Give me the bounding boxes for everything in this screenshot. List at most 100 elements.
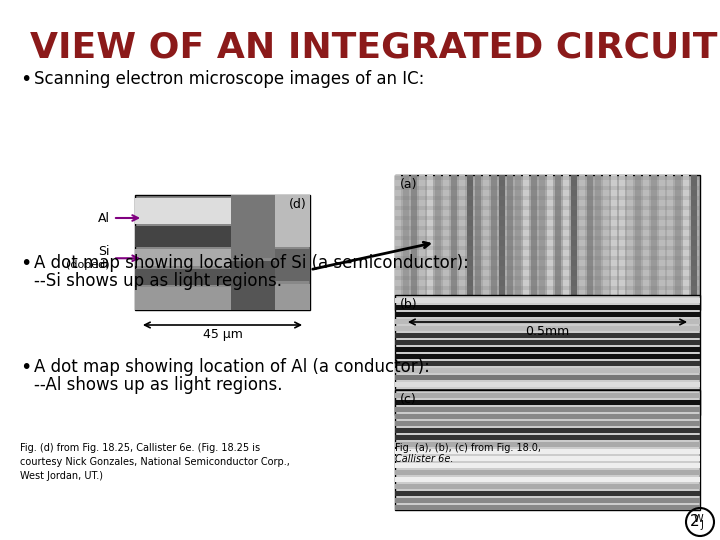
Bar	[395, 414, 700, 419]
Text: J: J	[701, 520, 703, 530]
Bar	[443, 175, 449, 310]
Bar	[395, 449, 700, 454]
Bar	[135, 195, 310, 310]
Bar	[659, 175, 665, 310]
Bar	[395, 498, 700, 503]
Text: 45 μm: 45 μm	[202, 328, 243, 341]
Bar	[395, 361, 700, 366]
Text: (a): (a)	[400, 178, 418, 191]
Bar	[395, 333, 700, 338]
Bar	[395, 354, 700, 359]
Bar	[395, 186, 700, 190]
Bar	[395, 435, 700, 440]
Bar	[451, 175, 457, 310]
Text: •: •	[20, 358, 32, 377]
Bar	[395, 246, 700, 250]
Bar	[395, 389, 700, 394]
Bar	[395, 340, 700, 345]
Bar	[275, 195, 310, 247]
Bar	[515, 175, 521, 310]
Text: VIEW OF AN INTEGRATED CIRCUIT: VIEW OF AN INTEGRATED CIRCUIT	[30, 30, 718, 64]
Text: Si: Si	[99, 245, 110, 258]
Bar	[135, 249, 231, 266]
Bar	[395, 491, 700, 496]
Text: --Al shows up as light regions.: --Al shows up as light regions.	[34, 376, 282, 394]
Bar	[395, 396, 700, 401]
Bar	[395, 505, 700, 510]
Bar	[231, 261, 275, 310]
Bar	[395, 484, 700, 489]
Bar	[395, 463, 700, 468]
Bar	[395, 347, 700, 352]
Bar	[643, 175, 649, 310]
Bar	[627, 175, 633, 310]
Bar	[667, 175, 673, 310]
Bar	[395, 216, 700, 220]
Bar	[395, 276, 700, 280]
Bar	[483, 175, 489, 310]
Bar	[395, 256, 700, 260]
Bar	[395, 382, 700, 387]
Bar	[395, 407, 700, 412]
Bar	[547, 175, 553, 310]
Bar	[395, 400, 700, 405]
Bar	[499, 175, 505, 310]
Bar	[395, 295, 700, 415]
Bar	[507, 175, 513, 310]
Bar	[491, 175, 497, 310]
Bar	[395, 298, 700, 303]
Bar	[395, 368, 700, 373]
Text: (d): (d)	[289, 198, 307, 211]
Bar	[135, 268, 231, 285]
Bar	[135, 226, 231, 247]
Bar	[395, 393, 700, 398]
Bar	[459, 175, 465, 310]
Bar	[619, 175, 625, 310]
Bar	[395, 421, 700, 426]
Bar	[395, 306, 700, 310]
Bar	[275, 284, 310, 310]
Text: (doped): (doped)	[66, 260, 110, 270]
Text: Fig. (a), (b), (c) from Fig. 18.0,: Fig. (a), (b), (c) from Fig. 18.0,	[395, 443, 541, 453]
Bar	[571, 175, 577, 310]
Bar	[403, 175, 409, 310]
Bar	[395, 428, 700, 433]
Bar	[395, 470, 700, 475]
Bar	[395, 206, 700, 210]
Bar	[395, 286, 700, 290]
Bar	[651, 175, 657, 310]
Text: Al: Al	[98, 212, 110, 225]
Bar	[603, 175, 609, 310]
Bar	[395, 176, 700, 180]
Bar	[435, 175, 441, 310]
Bar	[475, 175, 481, 310]
Bar	[395, 266, 700, 270]
Bar	[231, 195, 275, 258]
Bar	[691, 175, 697, 310]
Bar	[611, 175, 617, 310]
Text: A dot map showing location of Si (a semiconductor):: A dot map showing location of Si (a semi…	[34, 254, 469, 272]
Text: 2: 2	[690, 515, 700, 530]
Bar	[395, 296, 700, 300]
Bar	[275, 249, 310, 281]
Bar	[395, 326, 700, 331]
Bar	[395, 477, 700, 482]
Bar	[395, 390, 700, 510]
Text: 0.5mm: 0.5mm	[526, 325, 570, 338]
Bar	[395, 375, 700, 380]
Bar	[395, 236, 700, 240]
Bar	[683, 175, 689, 310]
Text: Scanning electron microscope images of an IC:: Scanning electron microscope images of a…	[34, 70, 424, 88]
Bar	[635, 175, 641, 310]
Bar	[587, 175, 593, 310]
Bar	[395, 410, 700, 415]
Bar	[395, 305, 700, 310]
Bar	[395, 312, 700, 317]
Text: W: W	[693, 514, 703, 524]
Bar	[531, 175, 537, 310]
Bar	[523, 175, 529, 310]
Bar	[579, 175, 585, 310]
Bar	[395, 226, 700, 230]
Text: Callister 6e.: Callister 6e.	[395, 454, 454, 464]
Bar	[539, 175, 545, 310]
